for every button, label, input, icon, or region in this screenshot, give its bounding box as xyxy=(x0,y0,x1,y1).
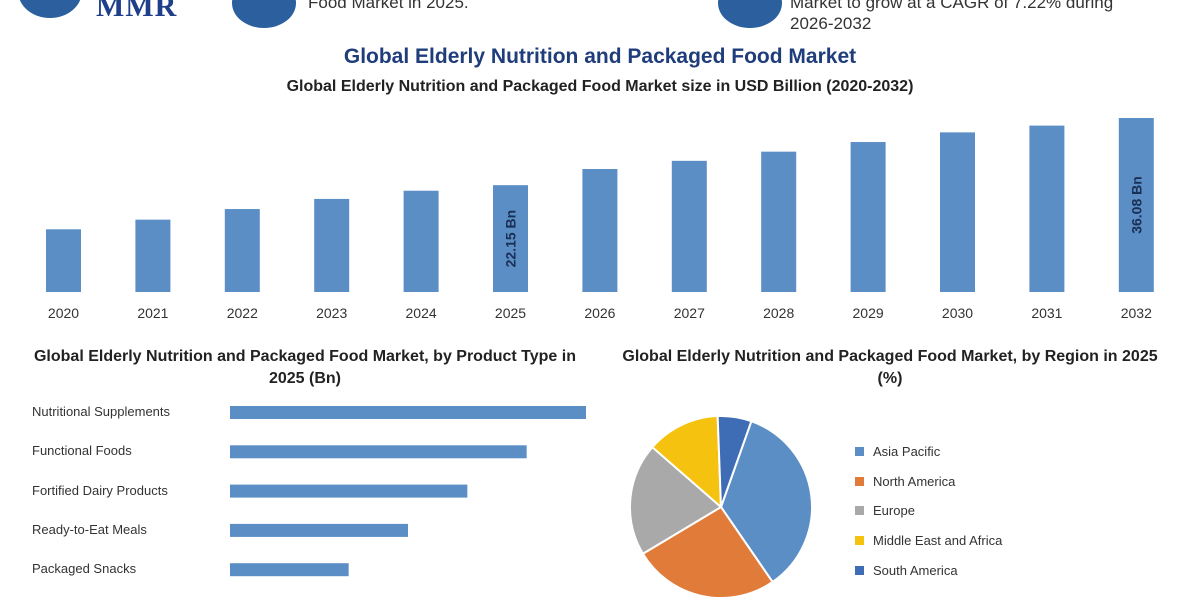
product-bar xyxy=(230,523,408,537)
main-bar-chart: 2020 2021 2022 2023 2024 2025 2026 2027 2028 2029… xyxy=(46,118,1154,321)
legend-label: South America xyxy=(873,562,958,578)
bar-2030 xyxy=(940,132,975,292)
x-tick-label: 2024 xyxy=(406,305,437,321)
legend-item: North America xyxy=(855,474,955,489)
product-type-bar-chart xyxy=(230,406,586,577)
x-tick-label: 2028 xyxy=(763,305,794,321)
bar-2021 xyxy=(135,219,171,292)
x-tick-label: 2027 xyxy=(674,305,705,321)
legend-item: Middle East and Africa xyxy=(855,533,1002,548)
pie-slice xyxy=(629,445,723,556)
bar-2023 xyxy=(314,198,350,292)
bar-2032 xyxy=(1118,118,1154,292)
legend-swatch xyxy=(855,506,864,516)
region-chart-title: Global Elderly Nutrition and Packaged Fo… xyxy=(622,348,1158,387)
stat-right-line2: 2026-2032 xyxy=(790,14,872,33)
product-label: Fortified Dairy Products xyxy=(32,482,168,498)
legend-label: North America xyxy=(873,473,956,489)
bar-2022 xyxy=(224,209,260,292)
data-label: 36.08 Bn xyxy=(1128,176,1144,234)
legend-swatch xyxy=(855,536,864,546)
legend-item: Asia Pacific xyxy=(855,444,940,459)
bar-2029 xyxy=(850,142,886,292)
product-label: Nutritional Supplements xyxy=(32,404,171,419)
x-tick-label: 2022 xyxy=(227,305,258,321)
x-tick-label: 2025 xyxy=(495,305,526,321)
legend-swatch xyxy=(855,447,864,456)
data-label: 22.15 Bn xyxy=(503,210,519,268)
product-bar xyxy=(230,484,468,498)
product-bar xyxy=(230,445,527,459)
bar-2026 xyxy=(582,169,618,292)
product-bar xyxy=(230,563,349,577)
pie-slice xyxy=(641,505,774,599)
x-tick-label: 2026 xyxy=(584,305,615,321)
x-tick-label: 2020 xyxy=(48,305,79,321)
bar-2024 xyxy=(403,190,439,292)
logo-icon xyxy=(18,0,82,18)
x-tick-label: 2032 xyxy=(1121,305,1152,321)
bar-2025 xyxy=(493,185,528,292)
region-pie-chart xyxy=(629,415,813,599)
logo-text: MMR xyxy=(96,0,178,23)
product-label: Packaged Snacks xyxy=(32,561,137,577)
legend-item: South America xyxy=(855,563,958,578)
x-tick-label: 2023 xyxy=(316,305,347,321)
legend-label: Middle East and Africa xyxy=(873,533,1003,549)
product-label: Functional Foods xyxy=(32,443,132,459)
legend-item: Europe xyxy=(855,503,915,518)
pie-slice xyxy=(650,415,723,510)
stat-right-line1: Market to grow at a CAGR of 7.22% during xyxy=(790,0,1114,12)
legend-swatch xyxy=(855,565,864,575)
infographic-title: Global Elderly Nutrition and Packaged Fo… xyxy=(343,45,857,68)
product-type-chart-title: Global Elderly Nutrition and Packaged Fo… xyxy=(33,348,576,387)
x-tick-label: 2029 xyxy=(853,305,884,321)
legend-swatch xyxy=(855,476,864,486)
pie-slice xyxy=(716,415,753,508)
x-tick-label: 2031 xyxy=(1031,305,1062,321)
bar-2031 xyxy=(1029,125,1065,292)
bar-2020 xyxy=(46,229,81,292)
x-tick-label: 2030 xyxy=(942,305,973,321)
x-tick-label: 2021 xyxy=(137,305,168,321)
pie-slice xyxy=(719,419,813,584)
legend-label: Asia Pacific xyxy=(873,444,941,459)
stat-left-text: Food Market in 2025. xyxy=(308,0,469,12)
bar-2028 xyxy=(761,151,797,292)
product-label: Ready-to-Eat Meals xyxy=(32,521,147,537)
legend-label: Europe xyxy=(873,503,915,519)
main-chart-title: Global Elderly Nutrition and Packaged Fo… xyxy=(286,78,914,95)
bar-2027 xyxy=(671,160,707,292)
product-bar xyxy=(230,406,586,419)
